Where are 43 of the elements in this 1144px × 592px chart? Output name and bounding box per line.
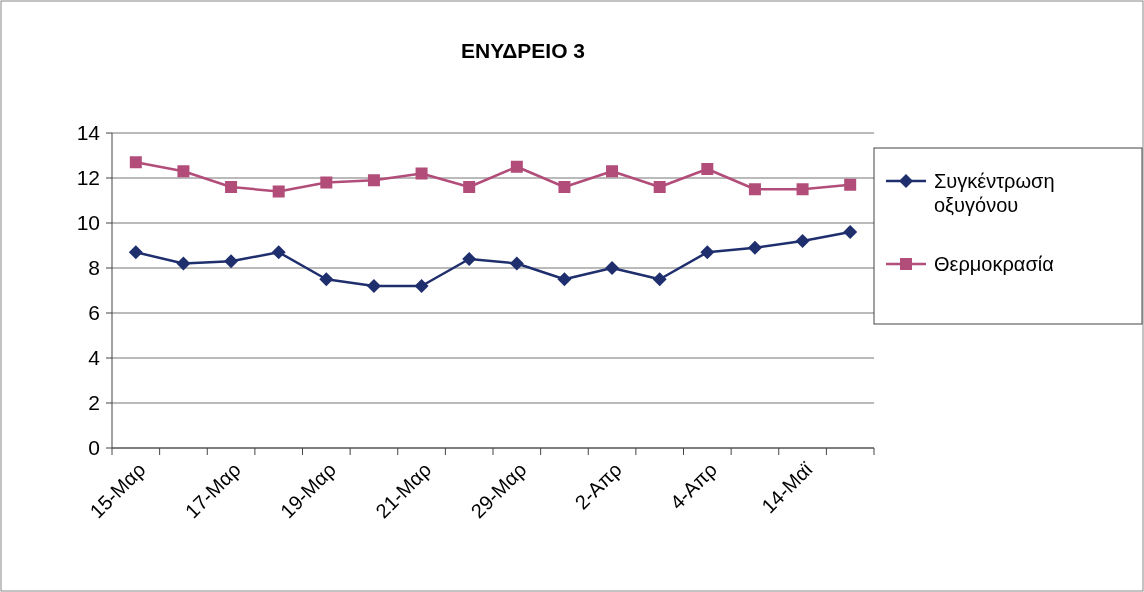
point [272,185,285,198]
point [701,163,714,175]
point [653,181,666,193]
point [463,181,476,193]
legend-label: Συγκέντρωση οξυγόνου [934,170,1055,216]
point [700,245,715,260]
legend-label: Θερμοκρασία [934,253,1054,275]
point [796,183,809,196]
point [747,240,762,255]
point [557,272,572,287]
y-tick-label: 14 [76,121,101,145]
point [510,160,523,173]
point [177,165,190,178]
point [843,225,858,239]
point [462,252,477,266]
point [366,279,381,293]
point [606,165,619,178]
point [558,181,571,193]
y-tick-label: 12 [76,166,100,190]
point [225,181,238,193]
y-tick-label: 10 [76,211,100,235]
point [652,272,667,287]
point [128,245,143,260]
y-tick-label: 4 [88,346,101,370]
chart-title: ΕΝΥΔΡΕΙΟ 3 [460,39,586,62]
y-tick-label: 8 [88,256,100,280]
y-tick-label: 0 [88,436,100,460]
point [509,256,524,271]
point [224,254,239,269]
y-tick-label: 2 [88,391,100,415]
point [414,279,429,293]
point [367,174,380,187]
point [415,167,428,180]
point [129,156,142,169]
point [605,261,620,275]
point [320,176,333,189]
point [795,234,810,248]
point [176,256,191,271]
y-tick-label: 6 [88,301,100,325]
point [271,245,286,260]
point [748,183,761,196]
point [319,272,334,287]
point [844,178,857,191]
